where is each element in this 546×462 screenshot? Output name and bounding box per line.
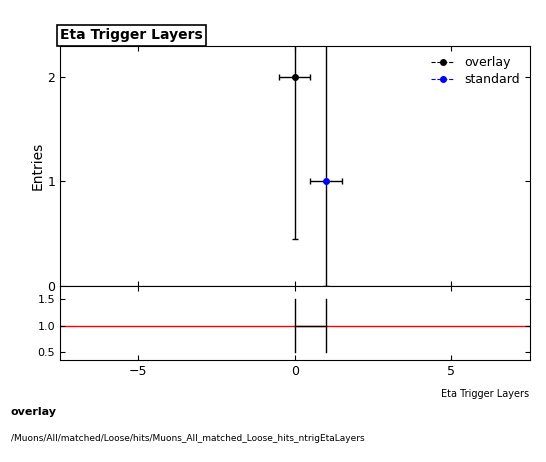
Legend: overlay, standard: overlay, standard — [428, 53, 524, 90]
Text: overlay: overlay — [11, 407, 57, 417]
Y-axis label: Entries: Entries — [31, 142, 44, 190]
Text: /Muons/All/matched/Loose/hits/Muons_All_matched_Loose_hits_ntrigEtaLayers: /Muons/All/matched/Loose/hits/Muons_All_… — [11, 434, 365, 443]
Text: Eta Trigger Layers: Eta Trigger Layers — [60, 28, 203, 42]
Text: Eta Trigger Layers: Eta Trigger Layers — [442, 389, 530, 399]
